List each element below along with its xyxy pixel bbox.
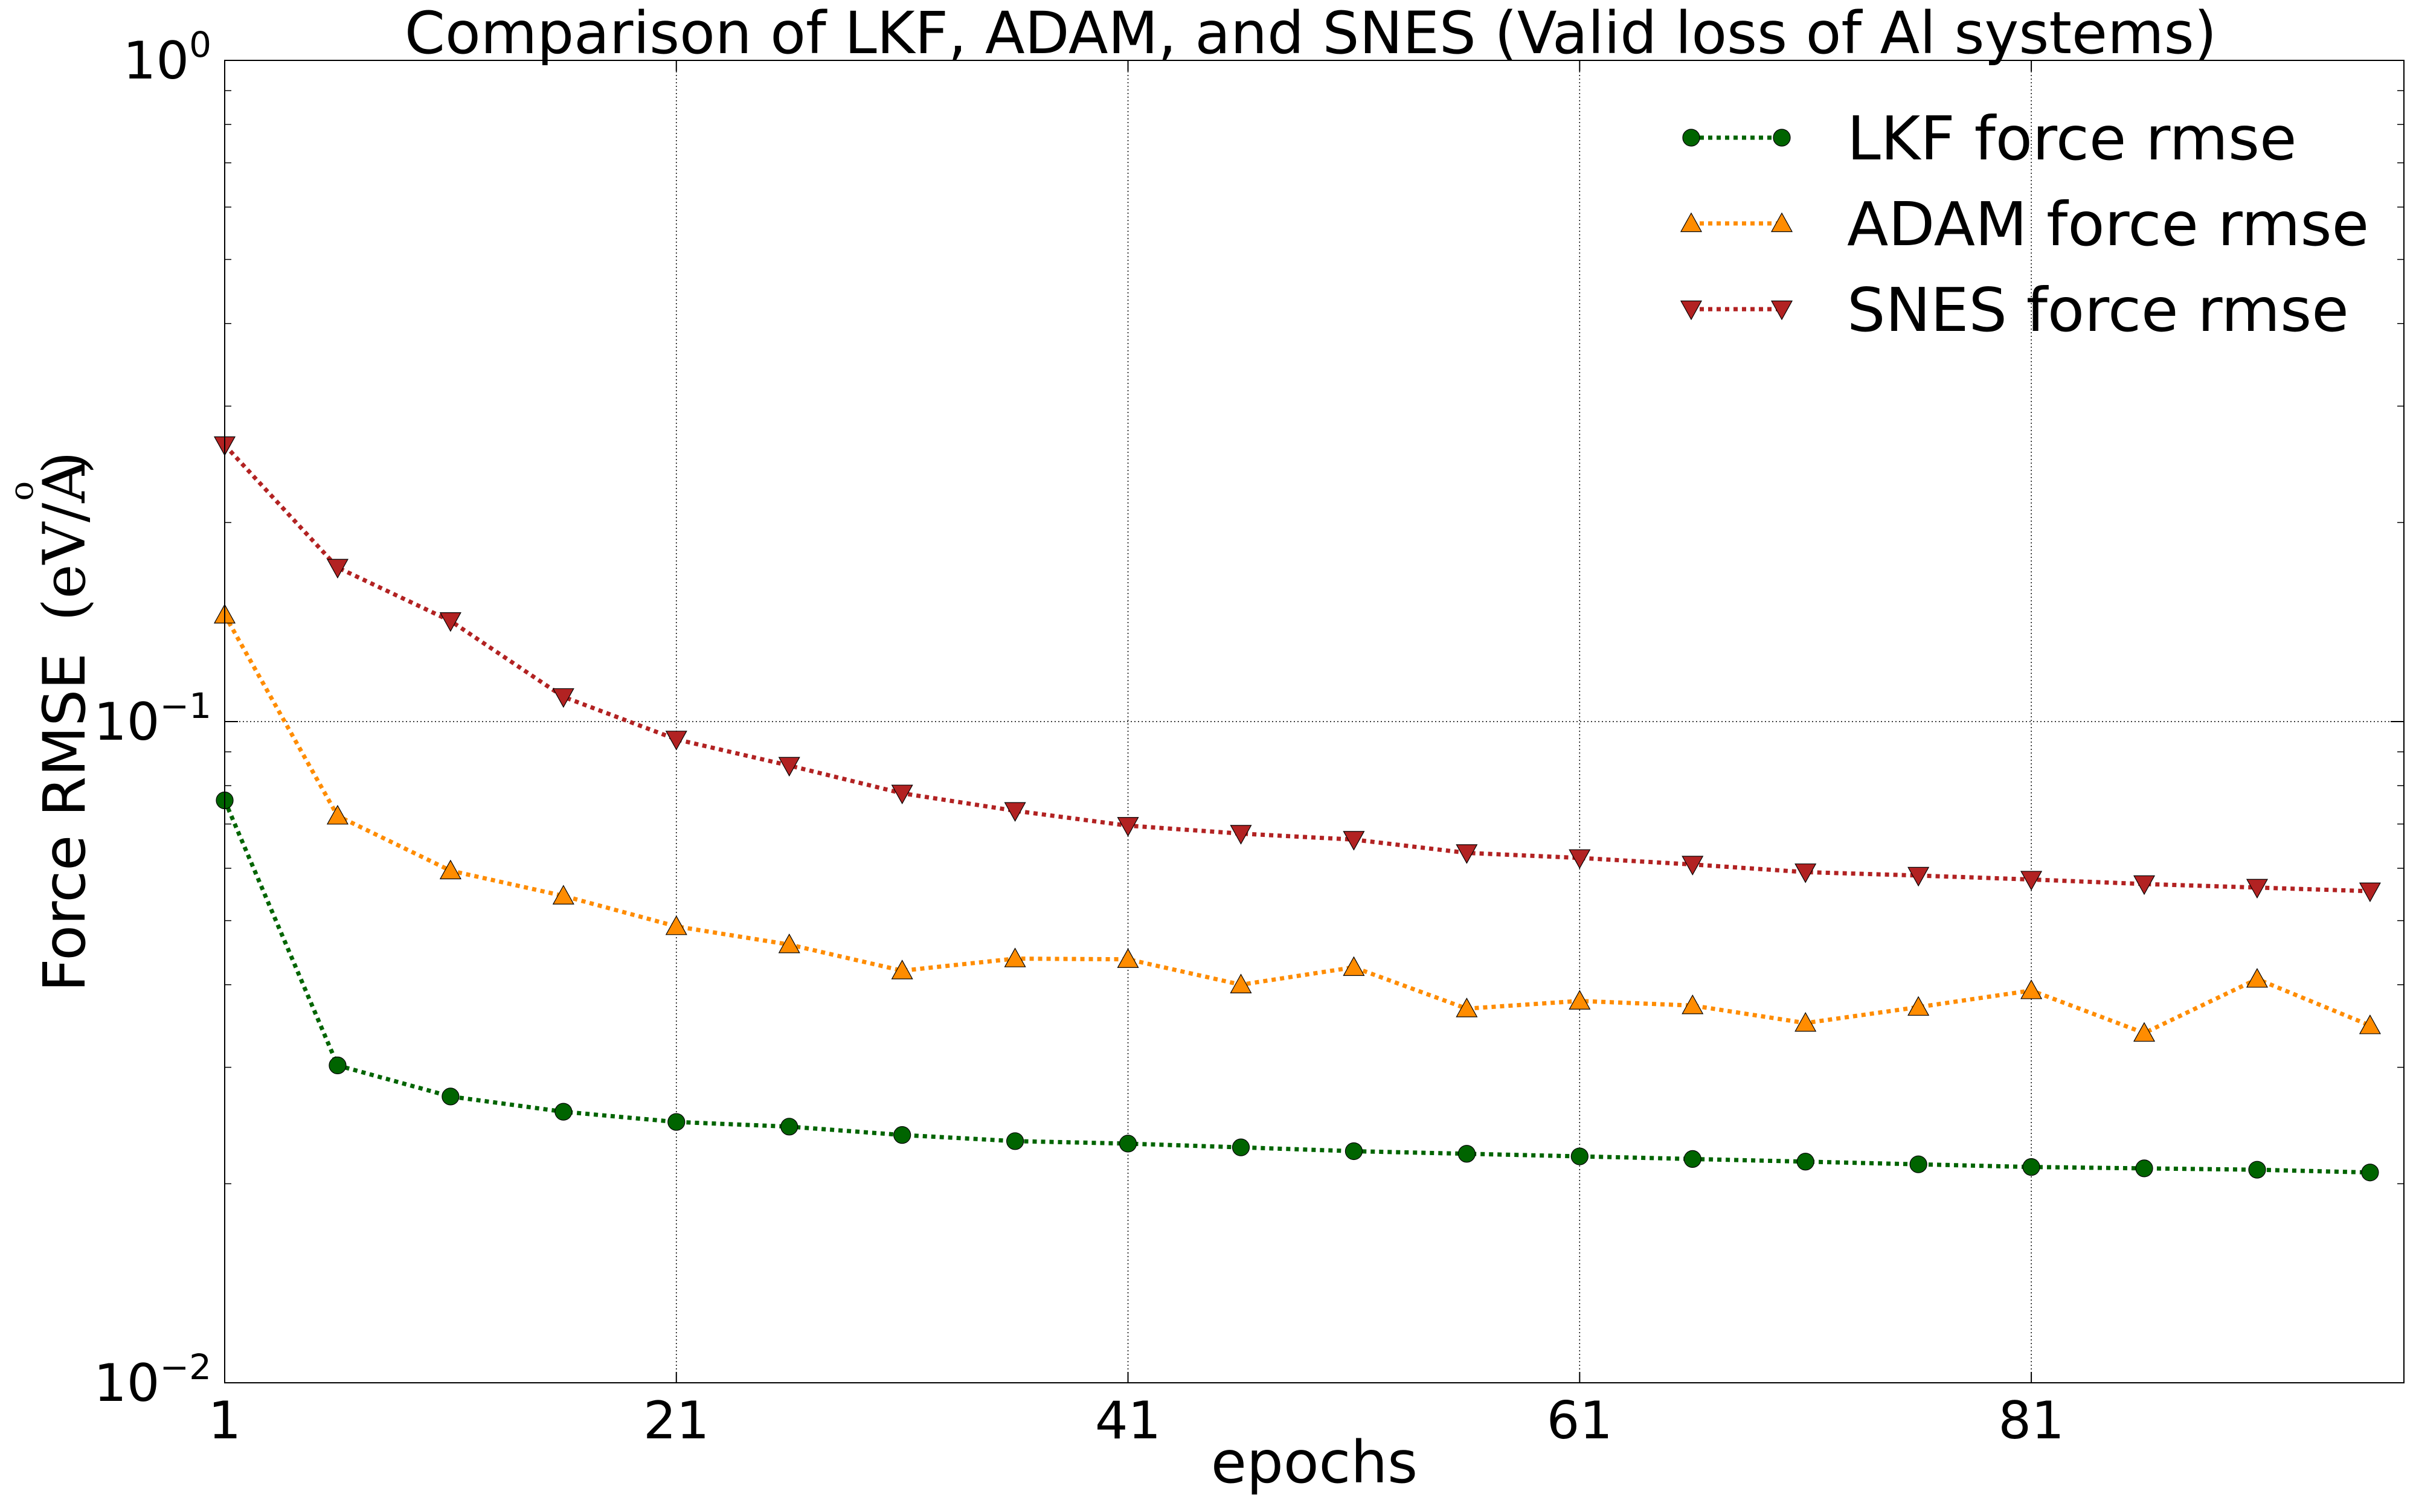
legend-label-lkf: LKF force rmse: [1847, 103, 2297, 174]
legend-marker-lkf: [1773, 129, 1791, 147]
data-point-snes: [2020, 871, 2043, 891]
data-point-adam: [326, 804, 349, 825]
data-point-adam: [1117, 948, 1139, 968]
data-point-lkf: [2135, 1159, 2153, 1177]
data-point-snes: [2133, 875, 2156, 895]
data-point-lkf: [1345, 1142, 1363, 1161]
data-point-lkf: [1909, 1155, 1927, 1173]
data-point-adam: [1794, 1012, 1817, 1032]
data-point-lkf: [1457, 1145, 1476, 1163]
y-axis-label-unit: (eV/A: [31, 460, 98, 621]
data-point-adam: [2359, 1014, 2381, 1034]
data-point-lkf: [2022, 1158, 2040, 1176]
data-point-lkf: [2248, 1161, 2266, 1179]
data-point-lkf: [780, 1118, 798, 1136]
data-point-snes: [1569, 849, 1591, 870]
data-point-snes: [778, 757, 800, 777]
x-tick-label: 1: [208, 1391, 242, 1451]
data-point-lkf: [1796, 1153, 1814, 1171]
series-snes: [213, 436, 2381, 903]
legend-marker-adam: [1770, 212, 1793, 232]
data-point-lkf: [893, 1126, 911, 1144]
svg-text:Force RMSE (eV/Ao): Force RMSE (eV/Ao): [2, 451, 98, 991]
x-axis-label: epochs: [1211, 1429, 1418, 1496]
data-point-adam: [1682, 995, 1704, 1014]
data-point-adam: [1456, 998, 1478, 1017]
data-point-snes: [665, 731, 687, 751]
data-point-adam: [891, 959, 913, 979]
y-axis-label-unit-ring: o: [2, 481, 40, 501]
legend-marker-snes: [1680, 300, 1703, 321]
data-point-lkf: [667, 1113, 686, 1131]
data-point-lkf: [1006, 1132, 1024, 1150]
data-point-snes: [2359, 882, 2381, 903]
data-point-snes: [1343, 831, 1365, 851]
data-point-snes: [439, 612, 461, 632]
series-line-snes: [223, 443, 2371, 894]
data-point-snes: [891, 784, 913, 805]
legend-marker-adam: [1680, 212, 1703, 232]
legend: LKF force rmse ADAM force rmse SNES force …: [1680, 103, 2369, 345]
data-point-snes: [1794, 863, 1817, 883]
data-point-snes: [2246, 879, 2268, 899]
data-point-snes: [1117, 817, 1139, 837]
axis-ticks: 1 21 41 61 81 10−2 10−1 100: [94, 24, 2404, 1451]
data-point-adam: [1343, 956, 1365, 976]
data-point-adam: [552, 885, 574, 905]
data-point-lkf: [1570, 1147, 1589, 1165]
data-point-snes: [1004, 802, 1026, 822]
data-point-snes: [1907, 867, 1930, 887]
data-point-lkf: [442, 1088, 460, 1106]
y-axis-label-text: Force RMSE: [31, 653, 98, 991]
legend-item-lkf: LKF force rmse: [1682, 103, 2297, 174]
legend-label-adam: ADAM force rmse: [1847, 189, 2369, 260]
data-point-snes: [552, 688, 574, 708]
y-tick-label: 10−1: [94, 685, 211, 752]
data-point-adam: [1569, 990, 1591, 1010]
data-point-lkf: [1683, 1150, 1701, 1168]
data-series-layer: [213, 436, 2381, 1182]
data-point-adam: [439, 859, 461, 880]
series-lkf: [216, 791, 2379, 1182]
data-point-adam: [1230, 973, 1252, 993]
data-point-snes: [1230, 825, 1252, 845]
data-point-adam: [2133, 1022, 2156, 1042]
x-tick-label: 41: [1095, 1391, 1161, 1451]
data-point-adam: [778, 934, 800, 953]
data-point-adam: [1907, 996, 1930, 1016]
y-tick-label: 100: [123, 24, 211, 91]
data-point-adam: [2020, 979, 2043, 999]
chart-title: Comparison of LKF, ADAM, and SNES (Valid…: [405, 0, 2217, 67]
series-adam: [213, 604, 2381, 1042]
y-tick-label: 10−2: [94, 1347, 211, 1414]
legend-item-snes: SNES force rmse: [1680, 275, 2349, 345]
data-point-adam: [665, 915, 687, 935]
x-tick-label: 21: [643, 1391, 709, 1451]
data-point-lkf: [1232, 1138, 1250, 1156]
data-point-snes: [1682, 856, 1704, 876]
data-point-snes: [326, 559, 349, 579]
x-tick-label: 61: [1547, 1391, 1613, 1451]
legend-item-adam: ADAM force rmse: [1680, 189, 2369, 260]
legend-marker-snes: [1770, 300, 1793, 321]
data-point-snes: [1456, 844, 1478, 864]
data-point-lkf: [554, 1103, 573, 1121]
data-point-adam: [2246, 968, 2268, 988]
data-point-lkf: [2361, 1164, 2379, 1182]
series-line-lkf: [222, 799, 2371, 1175]
y-axis-label-unit-close: ): [31, 451, 98, 473]
legend-label-snes: SNES force rmse: [1847, 275, 2349, 345]
data-point-adam: [1004, 947, 1026, 967]
x-tick-label: 81: [1998, 1391, 2064, 1451]
y-axis-label: Force RMSE (eV/Ao): [2, 451, 98, 991]
series-line-adam: [222, 613, 2371, 1036]
data-point-lkf: [329, 1056, 347, 1074]
data-point-lkf: [1119, 1135, 1137, 1153]
legend-marker-lkf: [1682, 129, 1700, 147]
